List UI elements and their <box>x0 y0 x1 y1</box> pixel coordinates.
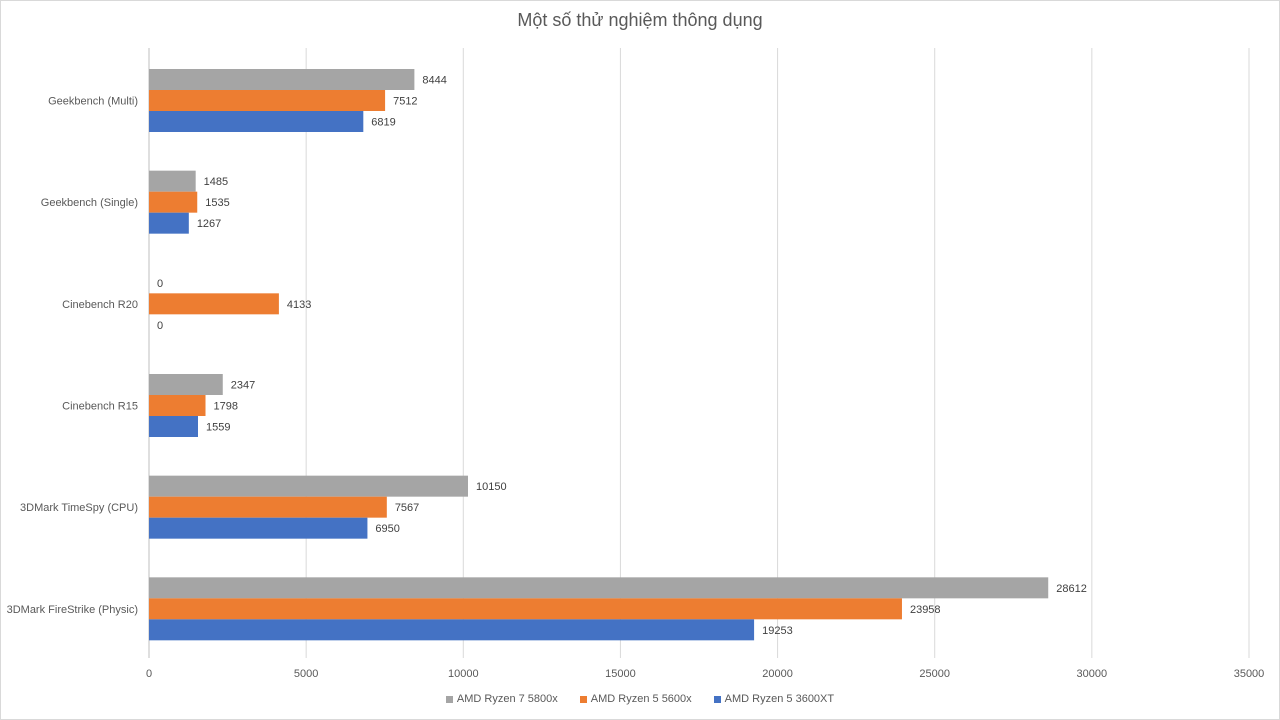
legend-label: AMD Ryzen 7 5800x <box>456 693 558 705</box>
x-tick-label: 10000 <box>448 668 479 680</box>
data-label: 6819 <box>371 117 395 129</box>
x-tick-label: 5000 <box>294 668 318 680</box>
x-tick-label: 35000 <box>1234 668 1265 680</box>
bar <box>149 69 415 90</box>
bar <box>149 90 386 111</box>
data-label: 4133 <box>287 299 311 311</box>
legend-item: AMD Ryzen 7 5800x <box>445 693 558 705</box>
data-label: 0 <box>157 320 163 332</box>
data-label: 1535 <box>205 197 229 209</box>
bar <box>149 619 755 641</box>
data-label: 23958 <box>910 604 941 616</box>
category-label: Geekbench (Multi) <box>48 96 138 108</box>
category-label: Cinebench R15 <box>62 401 138 413</box>
data-label: 7512 <box>393 96 417 108</box>
bar <box>149 111 364 132</box>
x-tick-label: 25000 <box>919 668 950 680</box>
category-label: Cinebench R20 <box>62 299 138 311</box>
legend-swatch <box>579 695 587 703</box>
legend-swatch <box>713 695 721 703</box>
category-label: 3DMark FireStrike (Physic) <box>7 604 138 616</box>
bar <box>149 170 196 192</box>
data-label: 0 <box>157 278 163 290</box>
chart-plot: 0 5000 10000 15000 20000 25000 30000 35000 Geekb… <box>7 48 1265 680</box>
category-label: Geekbench (Single) <box>41 197 138 209</box>
legend-item: AMD Ryzen 5 3600XT <box>713 693 835 705</box>
bar <box>149 598 902 620</box>
legend-label: AMD Ryzen 5 3600XT <box>724 693 835 705</box>
x-tick-label: 15000 <box>605 668 636 680</box>
bar <box>149 212 189 234</box>
chart-legend: AMD Ryzen 7 5800x AMD Ryzen 5 5600x AMD Ry… <box>0 693 1280 705</box>
category-label: 3DMark TimeSpy (CPU) <box>20 502 138 514</box>
bar <box>149 577 1049 599</box>
legend-label: AMD Ryzen 5 5600x <box>590 693 692 705</box>
bar <box>149 496 387 518</box>
bar <box>149 416 198 437</box>
data-label: 10150 <box>476 481 507 493</box>
data-label: 1559 <box>206 422 230 434</box>
x-tick-label: 30000 <box>1077 668 1108 680</box>
data-label: 19253 <box>762 625 793 637</box>
legend-item: AMD Ryzen 5 5600x <box>579 693 692 705</box>
bar <box>149 374 223 395</box>
data-label: 1485 <box>204 176 228 188</box>
data-label: 6950 <box>375 523 399 535</box>
data-label: 28612 <box>1056 583 1087 595</box>
data-label: 1267 <box>197 218 221 230</box>
x-tick-label: 0 <box>146 668 152 680</box>
data-label: 7567 <box>395 502 419 514</box>
legend-swatch <box>445 695 453 703</box>
x-tick-label: 20000 <box>762 668 793 680</box>
data-label: 2347 <box>231 380 255 392</box>
bar <box>149 475 468 497</box>
data-label: 1798 <box>214 401 238 413</box>
data-label: 8444 <box>422 75 446 87</box>
bar <box>149 191 198 213</box>
bar <box>149 293 279 315</box>
bar <box>149 395 206 416</box>
bar <box>149 517 368 539</box>
chart-title: Một số thử nghiệm thông dụng <box>517 10 763 30</box>
